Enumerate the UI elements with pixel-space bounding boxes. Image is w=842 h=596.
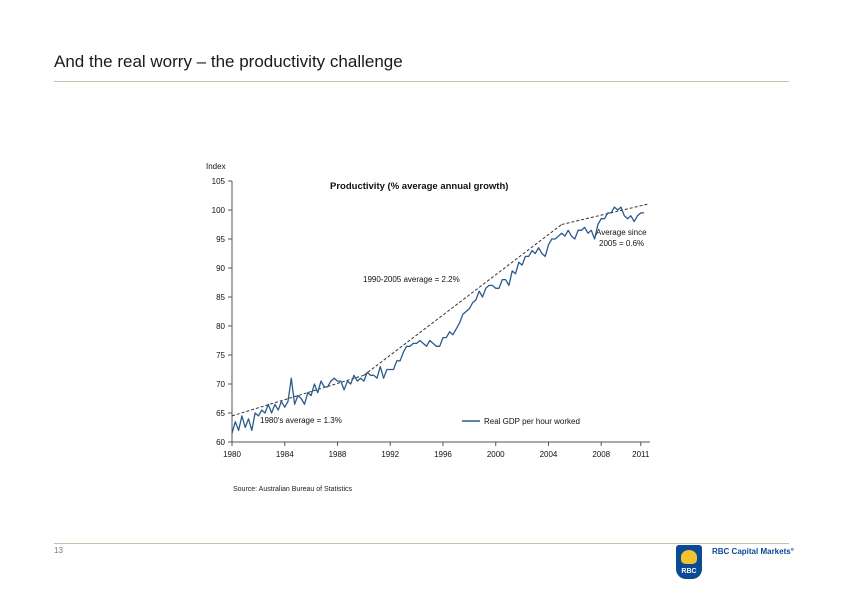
- y-tick-label: 105: [212, 177, 226, 186]
- data-series: [231, 206, 645, 434]
- brand-name: RBC Capital Markets°: [712, 547, 794, 556]
- annotation-1980s-average: 1980's average = 1.3%: [260, 416, 342, 425]
- y-axis-label: Index: [206, 162, 226, 171]
- top-divider: [54, 81, 789, 82]
- chart-ticks: 60 65 70 75 80 85 90 95 100 105 1980 1984 1988 1992 19…: [212, 177, 650, 459]
- y-tick-label: 70: [216, 380, 225, 389]
- series-line: [231, 206, 645, 434]
- rbc-logo: RBC RBC Capital Markets°: [676, 545, 806, 581]
- bottom-divider: [54, 543, 789, 544]
- productivity-chart: Index Productivity (% average annual gro…: [206, 162, 650, 459]
- annotation-1990-2005-average: 1990-2005 average = 2.2%: [363, 275, 460, 284]
- y-tick-label: 90: [216, 264, 225, 273]
- y-tick-label: 100: [212, 206, 226, 215]
- legend-label: Real GDP per hour worked: [484, 417, 580, 426]
- x-tick-label: 2011: [632, 450, 650, 459]
- source-note: Source: Australian Bureau of Statistics: [233, 486, 353, 493]
- y-tick-label: 85: [216, 293, 225, 302]
- y-tick-label: 80: [216, 322, 225, 331]
- y-tick-label: 75: [216, 351, 225, 360]
- y-tick-label: 95: [216, 235, 225, 244]
- rbc-shield-icon: RBC: [676, 545, 702, 579]
- page-number: 13: [54, 546, 63, 555]
- chart-legend: Real GDP per hour worked: [462, 417, 580, 426]
- x-tick-label: 1980: [223, 450, 241, 459]
- chart-annotations: 1980's average = 1.3% 1990-2005 average …: [260, 228, 647, 425]
- x-tick-label: 1992: [381, 450, 399, 459]
- trend-line: [231, 374, 365, 417]
- chart-axes: [231, 181, 650, 443]
- annotation-since-2005-line1: Average since: [596, 228, 647, 237]
- x-tick-label: 1988: [329, 450, 347, 459]
- y-tick-label: 65: [216, 409, 225, 418]
- x-tick-label: 1984: [276, 450, 294, 459]
- trend-lines: [231, 203, 648, 417]
- y-tick-label: 60: [216, 438, 225, 447]
- logo-rbc-text: RBC: [681, 568, 697, 575]
- slide-title: And the real worry – the productivity ch…: [54, 52, 403, 71]
- x-tick-label: 2004: [540, 450, 558, 459]
- x-tick-label: 1996: [434, 450, 452, 459]
- x-tick-label: 2008: [592, 450, 610, 459]
- x-tick-label: 2000: [487, 450, 505, 459]
- annotation-since-2005-line2: 2005 = 0.6%: [599, 239, 644, 248]
- trend-line: [363, 224, 562, 376]
- lion-icon: [681, 550, 697, 564]
- chart-title: Productivity (% average annual growth): [330, 181, 508, 192]
